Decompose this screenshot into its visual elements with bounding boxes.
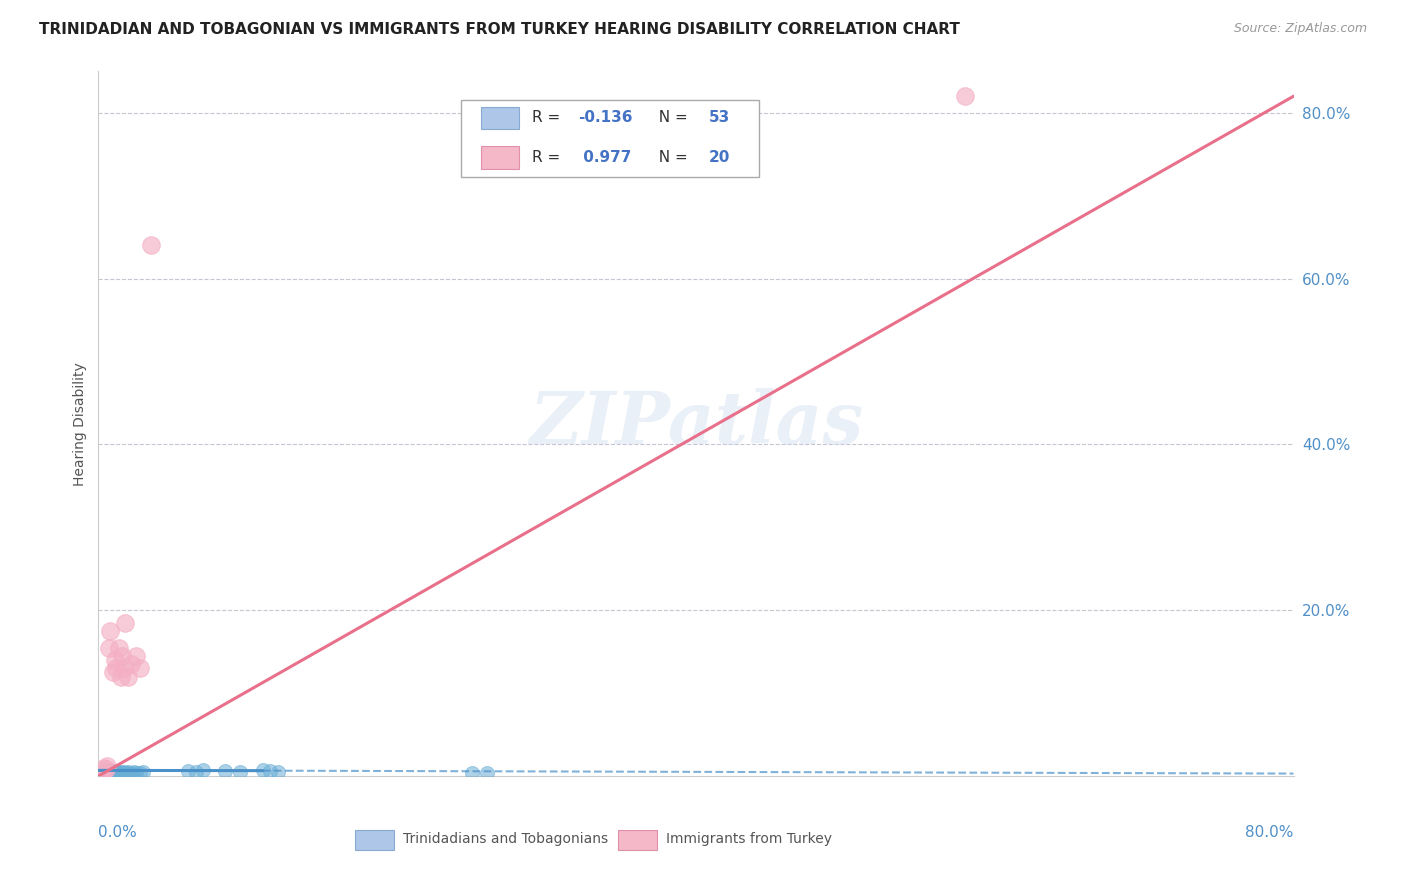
Text: R =: R = [533,111,565,126]
Text: 20: 20 [709,150,731,165]
Point [96,764,118,779]
Point [103,764,125,779]
Point [97,765,120,780]
Point [111,648,134,663]
Point [96,759,118,773]
Point [98,764,122,778]
Point [114,765,136,780]
Point [98,765,122,780]
Text: 53: 53 [709,111,730,126]
Point [98,764,122,779]
Point [125,765,148,780]
Point [110,764,132,779]
Point [103,764,125,778]
Point [94,763,117,777]
Point [117,669,139,683]
Point [115,765,138,780]
Point [120,657,142,672]
Text: Source: ZipAtlas.com: Source: ZipAtlas.com [1233,22,1367,36]
Y-axis label: Hearing Disability: Hearing Disability [73,362,87,485]
Text: -0.136: -0.136 [578,111,633,126]
Point [112,661,135,675]
FancyBboxPatch shape [356,830,394,850]
Text: ZIPatlas: ZIPatlas [529,388,863,459]
Point [96,765,118,780]
Point [461,765,484,780]
Point [125,648,148,663]
Point [111,765,134,780]
Point [475,765,498,780]
Point [90,764,112,779]
Point [114,615,136,630]
Point [97,640,120,655]
Point [112,764,135,779]
Text: TRINIDADIAN AND TOBAGONIAN VS IMMIGRANTS FROM TURKEY HEARING DISABILITY CORRELAT: TRINIDADIAN AND TOBAGONIAN VS IMMIGRANTS… [39,22,960,37]
Point [96,764,118,778]
Point [103,765,125,780]
Point [94,764,117,779]
Point [101,764,124,779]
Point [105,661,128,675]
Point [103,665,125,680]
Point [177,764,200,778]
Point [96,763,118,777]
Point [110,669,132,683]
Point [129,765,152,780]
Point [104,765,127,780]
Point [94,765,117,780]
Point [214,764,236,778]
Point [93,766,115,780]
Point [191,763,214,777]
Point [97,764,120,779]
Point [94,763,117,777]
Point [108,765,131,780]
Point [129,661,152,675]
Point [124,764,146,779]
Point [117,764,139,779]
Text: 0.977: 0.977 [578,150,631,165]
Point [139,238,162,252]
Point [91,765,114,780]
Text: N =: N = [650,150,693,165]
Point [101,766,124,780]
Text: Immigrants from Turkey: Immigrants from Turkey [666,832,832,847]
Point [97,764,120,778]
Point [104,764,127,779]
Point [229,764,252,779]
Point [91,765,114,780]
Point [93,764,115,778]
FancyBboxPatch shape [461,100,759,177]
Text: 80.0%: 80.0% [1246,825,1294,840]
Text: 0.0%: 0.0% [98,825,138,840]
Point [252,763,274,777]
Point [107,765,129,780]
FancyBboxPatch shape [619,830,657,850]
Point [132,764,155,779]
Point [108,640,131,655]
Point [120,765,142,780]
Point [104,653,127,667]
Point [267,764,290,779]
Point [953,89,976,103]
Text: R =: R = [533,150,565,165]
FancyBboxPatch shape [481,146,519,169]
Point [184,764,207,779]
Point [98,624,122,638]
Text: Trinidadians and Tobagonians: Trinidadians and Tobagonians [404,832,609,847]
Point [101,764,124,778]
Point [93,761,115,775]
Point [259,764,281,778]
Point [97,763,120,777]
FancyBboxPatch shape [481,107,519,129]
Text: N =: N = [650,111,693,126]
Point [105,764,128,779]
Point [94,764,117,778]
Point [107,764,129,779]
Point [105,765,128,780]
